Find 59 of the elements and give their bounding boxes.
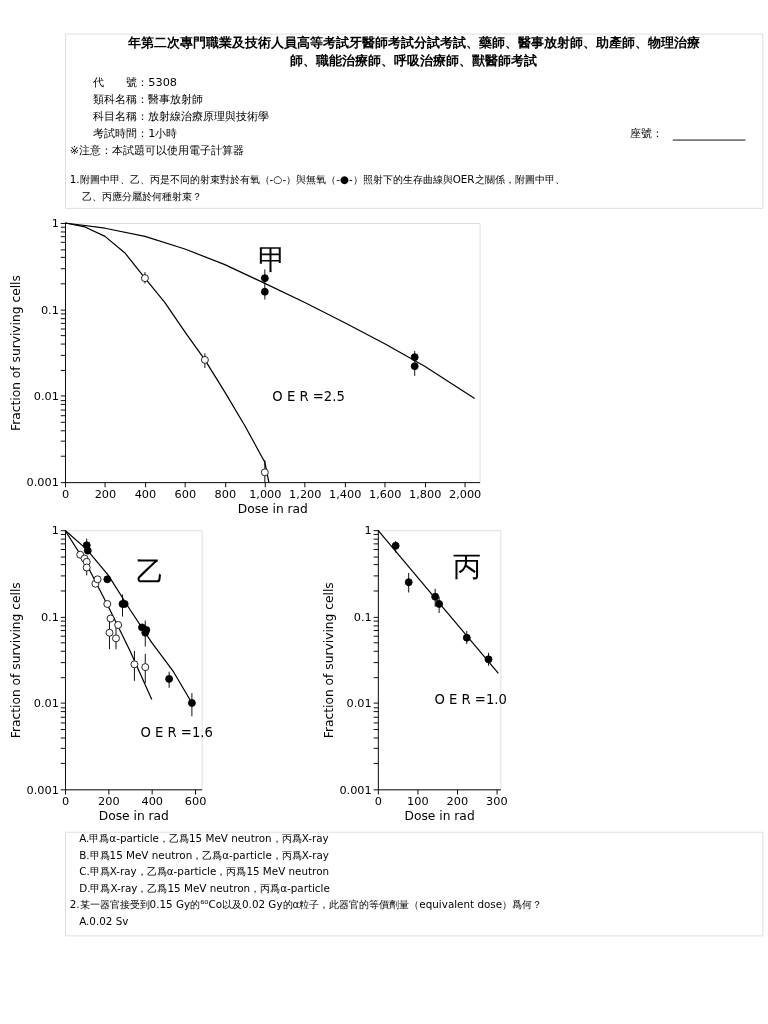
text: 乙	[135, 555, 164, 589]
x-tick-label: 400	[141, 794, 164, 808]
y-axis-title: Fraction of surviving cells	[8, 275, 23, 431]
x-tick-label: 2,000	[448, 487, 482, 501]
y-tick-label: 0.1	[40, 610, 59, 624]
x-tick-label: 200	[94, 487, 117, 501]
annotation: O E R =1.6	[140, 724, 213, 740]
text: 乙、丙應分屬於何種射束？	[81, 190, 202, 203]
x-tick-label: 600	[184, 794, 207, 808]
y-axis-title: Fraction of surviving cells	[8, 582, 23, 739]
x-axis-title: Dose in rad	[98, 808, 169, 823]
x-tick-label: 1,600	[369, 487, 402, 501]
x-tick-label: 300	[486, 794, 508, 808]
text: D.甲爲X-ray，乙爲15 MeV neutron，丙爲α-particle	[79, 881, 330, 894]
x-tick-label: 600	[174, 487, 197, 501]
text: 代 號：5308	[92, 76, 178, 90]
y-tick-label: 0.1	[40, 303, 59, 317]
y-tick-label: 0.1	[353, 610, 372, 624]
x-tick-label: 0	[374, 794, 382, 808]
y-tick-label: 0.001	[26, 476, 59, 490]
x-tick-label: 200	[98, 794, 120, 808]
x-tick-label: 800	[214, 487, 237, 501]
y-tick-label: 0.01	[33, 697, 59, 711]
text: 丙	[453, 550, 482, 584]
x-tick-label: 1,000	[249, 487, 282, 501]
text: A.0.02 Sv	[79, 914, 129, 927]
x-tick-label: 1,400	[329, 487, 362, 501]
text: A.甲爲α-particle，乙爲15 MeV neutron，丙爲X-ray	[79, 832, 329, 845]
x-tick-label: 1,200	[289, 487, 322, 501]
y-tick-label: 0.01	[33, 390, 59, 403]
text: 座號：	[630, 127, 664, 141]
x-tick-label: 100	[407, 794, 429, 808]
text: 年第二次專門職業及技術人員高等考試牙醫師考試分試考試、藥師、醫事放射師、助產師、物理治療	[126, 34, 700, 50]
text: 1.附圖中甲、乙、丙是不同的射束對於有氧（-○-）與無氧（-●-）照射下的生存曲線與OER之關係，附圖中甲、	[69, 173, 565, 186]
x-tick-label: 200	[446, 794, 469, 808]
y-axis-title: Fraction of surviving cells	[321, 582, 336, 739]
text: 考試時間：1小時	[93, 127, 178, 141]
text: 科目名稱：放射線治療原理與技術學	[93, 110, 270, 124]
text: 類科名稱：醫事放射師	[93, 93, 204, 107]
text: 2.某一器官接受到0.15 Gy的⁶⁰Co以及0.02 Gy的α粒子，此器官的等價劑量（equivalent dose）爲何？	[69, 898, 543, 911]
y-tick-label: 1	[51, 217, 59, 231]
x-tick-label: 0	[61, 487, 70, 501]
x-tick-label: 400	[134, 487, 157, 501]
y-tick-label: 1	[364, 524, 372, 538]
x-axis-title: Dose in rad	[404, 808, 475, 823]
x-axis-title: Dose in rad	[237, 501, 308, 516]
annotation: O E R =1.0	[434, 691, 507, 707]
y-tick-label: 0.001	[339, 783, 372, 797]
y-tick-label: 1	[51, 524, 59, 538]
y-tick-label: 0.001	[26, 783, 59, 797]
text: 師、職能治療師、呼吸治療師、獸醫師考試	[290, 52, 538, 68]
text: C.甲爲X-ray，乙爲α-particle，丙爲15 MeV neutron	[79, 865, 330, 878]
x-tick-label: 0	[61, 794, 70, 808]
text: 甲	[258, 243, 287, 277]
text: B.甲爲15 MeV neutron，乙爲α-particle，丙爲X-ray	[79, 848, 329, 861]
x-tick-label: 1,800	[409, 487, 442, 501]
text: ※注意：本試題可以使用電子計算器	[69, 144, 245, 158]
y-tick-label: 0.01	[346, 697, 372, 711]
annotation: O E R =2.5	[272, 389, 345, 405]
